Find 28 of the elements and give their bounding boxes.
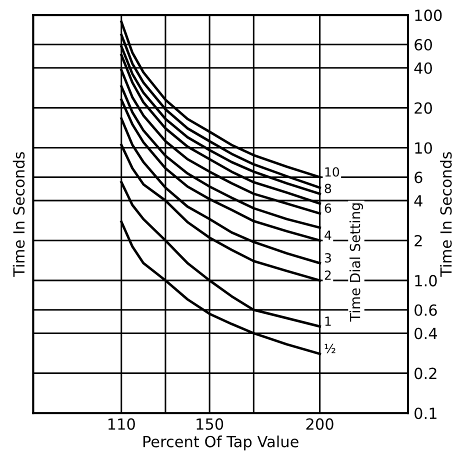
x-tick-label: 200 xyxy=(306,418,334,430)
y-tick-label: 0.6 xyxy=(414,304,437,316)
series-label: 3 xyxy=(324,253,331,263)
series-label: 6 xyxy=(324,203,332,213)
y-tick-label: 0.2 xyxy=(414,368,436,380)
series-label: 8 xyxy=(324,184,332,194)
x-axis-title: Percent Of Tap Value xyxy=(143,436,298,450)
y-tick-label: 10 xyxy=(415,142,432,154)
y-tick-label: 4 xyxy=(414,195,422,206)
y2-axis-title: Time In Seconds xyxy=(440,152,452,277)
series-label: 1 xyxy=(325,316,331,326)
legend-title: Time Dial Setting xyxy=(350,203,363,322)
series-label: 4 xyxy=(324,230,332,240)
x-tick-label: 150 xyxy=(196,418,224,430)
series-label: 2 xyxy=(324,270,331,280)
y-tick-label: 2 xyxy=(414,234,422,246)
y-tick-label: 100 xyxy=(415,10,442,22)
y-tick-label: 60 xyxy=(414,38,432,51)
y-tick-label: 20 xyxy=(414,102,432,114)
y-tick-label: 40 xyxy=(414,62,432,74)
y-axis-title: Time In Seconds xyxy=(12,152,25,277)
series-label: ½ xyxy=(324,344,336,354)
y-tick-label: 0.4 xyxy=(414,328,437,340)
y-tick-label: 1.0 xyxy=(415,274,437,286)
x-tick-label: 110 xyxy=(108,418,135,430)
y-tick-label: 0.1 xyxy=(414,408,436,420)
series-label: 10 xyxy=(325,167,340,177)
y-tick-label: 6 xyxy=(414,172,422,184)
